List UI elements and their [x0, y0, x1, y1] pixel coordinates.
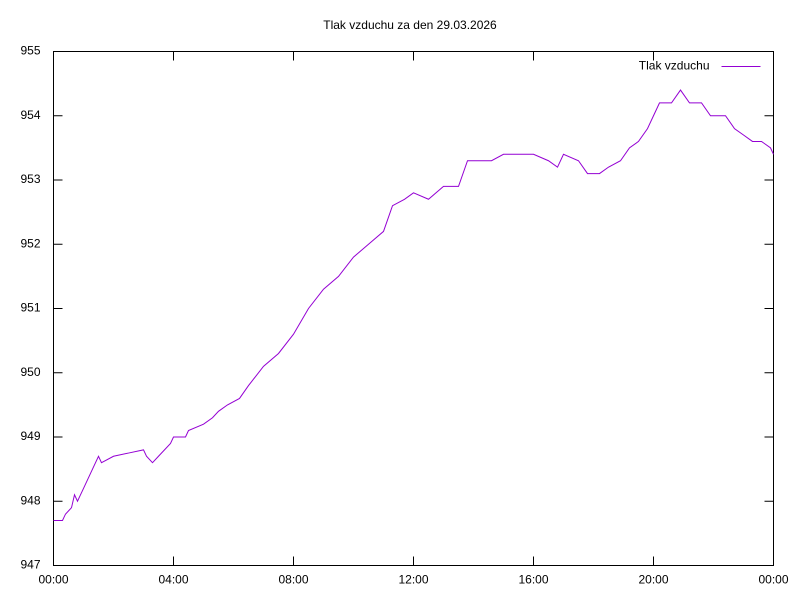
x-tick-label: 00:00 [758, 573, 788, 587]
x-tick-label: 08:00 [278, 573, 308, 587]
y-tick-label: 950 [20, 365, 40, 379]
y-tick-label: 948 [20, 493, 40, 507]
y-tick-label: 949 [20, 429, 40, 443]
chart-title: Tlak vzduchu za den 29.03.2026 [323, 18, 497, 32]
y-tick-label: 954 [20, 108, 40, 122]
y-tick-label: 947 [20, 558, 40, 572]
y-tick-label: 951 [20, 301, 40, 315]
y-tick-label: 953 [20, 172, 40, 186]
x-tick-label: 12:00 [398, 573, 428, 587]
x-tick-label: 20:00 [638, 573, 668, 587]
data-line [53, 89, 774, 522]
y-tick-label: 952 [20, 236, 40, 250]
x-tick-label: 00:00 [38, 573, 68, 587]
x-tick-label: 04:00 [158, 573, 188, 587]
x-tick-label: 16:00 [518, 573, 548, 587]
legend-label: Tlak vzduchu [639, 59, 710, 73]
y-tick-label: 955 [20, 44, 40, 58]
